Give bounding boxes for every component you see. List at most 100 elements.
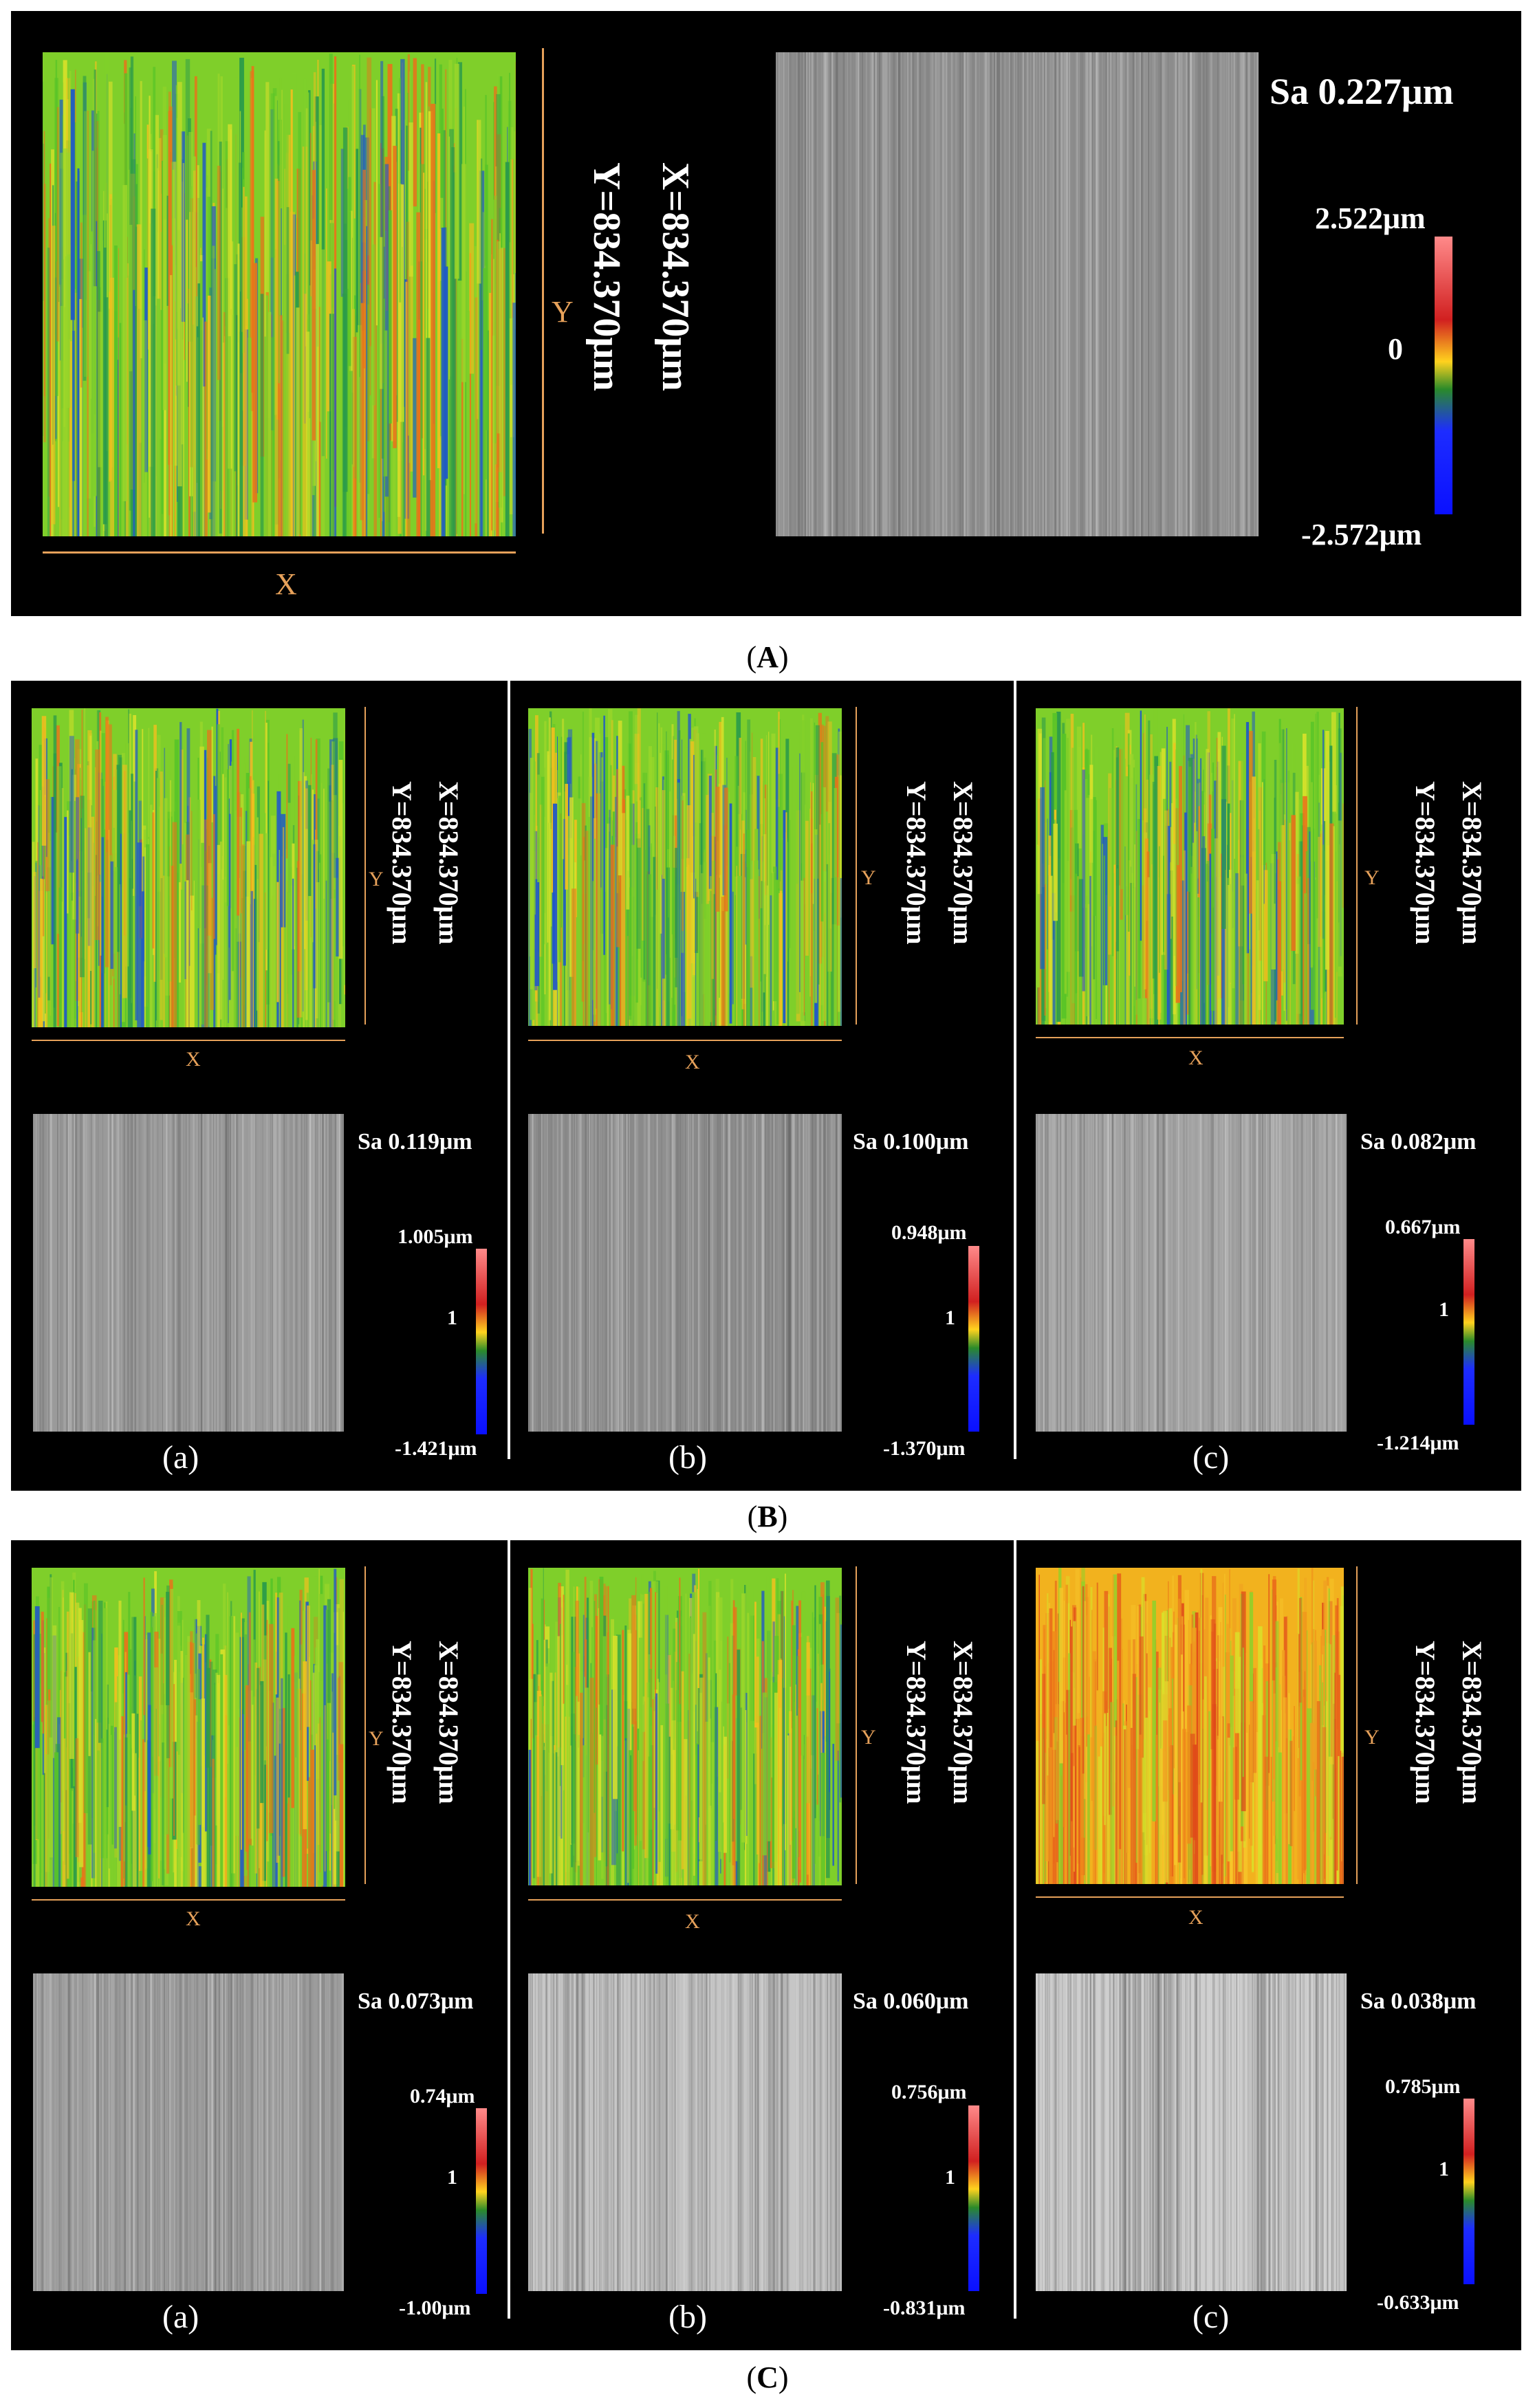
panel-b-a-surface-image xyxy=(33,1114,344,1432)
panel-b-b-color-scale-bar xyxy=(968,1246,979,1432)
panel-b-a-y-label: Y xyxy=(369,868,384,890)
panel-c-b-dimension-y: Y=834.370μm xyxy=(901,1641,932,1804)
panel-b-c-color-scale-bar xyxy=(1463,1239,1474,1425)
panel-b-caption: (B) xyxy=(747,1500,788,1533)
panel-c-a-height-map xyxy=(32,1568,345,1887)
panel-b-c-surface-image xyxy=(1036,1114,1347,1432)
panel-c-c-dimension-y: Y=834.370μm xyxy=(1410,1641,1441,1804)
panel-a-y-label: Y xyxy=(552,295,574,329)
panel-b-c-y-label: Y xyxy=(1364,866,1380,889)
panel-a-scale-min: -2.572μm xyxy=(1301,518,1422,551)
panel-c-b-x-dimension-line xyxy=(528,1899,842,1901)
panel-b-c-x-dimension-line xyxy=(1036,1037,1344,1038)
panel-c-c-y-dimension-line xyxy=(1356,1566,1358,1884)
panel-b-c-y-dimension-line xyxy=(1356,707,1358,1025)
panel-b-c-scale-max: 0.667μm xyxy=(1385,1216,1461,1238)
panel-b-a-y-dimension-line xyxy=(364,707,366,1025)
panel-c-c-x-label: X xyxy=(1188,1906,1204,1929)
panel-b-c-label: (c) xyxy=(1193,1439,1230,1476)
panel-c-c-surface-image xyxy=(1036,1973,1347,2291)
panel-b-c-height-map xyxy=(1036,708,1344,1025)
panel-b-c-dimension-y: Y=834.370μm xyxy=(1410,781,1441,945)
panel-c-a-x-label: X xyxy=(186,1907,201,1930)
panel-b-b-scale-max: 0.948μm xyxy=(891,1221,967,1244)
panel-c-b-height-map xyxy=(528,1568,842,1885)
panel-c-c-scale-mid: 1 xyxy=(1439,2158,1449,2180)
panel-b-b-sa-value: Sa 0.100μm xyxy=(853,1129,969,1154)
panel-c-a-label: (a) xyxy=(162,2299,199,2335)
panel-c-c-x-dimension-line xyxy=(1036,1896,1344,1898)
panel-b-a-dimension-y: Y=834.370μm xyxy=(387,781,417,945)
panel-a-height-map xyxy=(43,52,516,536)
panel-c-a-x-dimension-line xyxy=(32,1899,345,1901)
panel-b-b-x-dimension-line xyxy=(528,1040,842,1041)
panel-c-c-scale-min: -0.633μm xyxy=(1377,2291,1459,2314)
panel-c-c-scale-max: 0.785μm xyxy=(1385,2075,1461,2098)
panel-b-b-label: (b) xyxy=(668,1439,707,1476)
panel-c-c-sa-value: Sa 0.038μm xyxy=(1360,1989,1477,2014)
panel-b-a-x-dimension-line xyxy=(32,1040,345,1041)
panel-b-a-sa-value: Sa 0.119μm xyxy=(358,1129,472,1154)
panel-a-sa-value: Sa 0.227μm xyxy=(1270,71,1454,112)
panel-b-b-surface-image xyxy=(528,1114,842,1432)
panel-a-surface-image xyxy=(776,52,1259,536)
panel-c-b-scale-min: -0.831μm xyxy=(883,2297,966,2319)
panel-a-dimension-y: Y=834.370μm xyxy=(585,162,628,391)
panel-c-separator-2 xyxy=(1014,1540,1016,2319)
panel-b-a-color-scale-bar xyxy=(476,1249,487,1434)
panel-c-b-surface-image xyxy=(528,1973,842,2291)
panel-b-c-sa-value: Sa 0.082μm xyxy=(1360,1129,1477,1154)
panel-c-a-color-scale-bar xyxy=(476,2108,487,2294)
panel-a-caption: (A) xyxy=(746,640,789,674)
panel-b-a-dimension-x: X=834.370μm xyxy=(433,781,464,945)
panel-c-b-y-label: Y xyxy=(861,1726,876,1749)
panel-b-c-dimension-x: X=834.370μm xyxy=(1457,781,1488,945)
panel-c-b-dimension-x: X=834.370μm xyxy=(948,1641,979,1804)
panel-c-b-scale-max: 0.756μm xyxy=(891,2081,967,2103)
panel-b-a-scale-max: 1.005μm xyxy=(398,1225,473,1248)
panel-c-a-dimension-y: Y=834.370μm xyxy=(387,1641,417,1804)
panel-c-a-scale-mid: 1 xyxy=(447,2166,457,2189)
panel-c-a-scale-min: -1.00μm xyxy=(399,2297,471,2319)
panel-c-caption: (C) xyxy=(746,2361,789,2394)
panel-b-separator-1 xyxy=(508,681,510,1459)
panel-b-a-label: (a) xyxy=(162,1439,199,1476)
panel-c-b-x-label: X xyxy=(685,1910,700,1933)
panel-a-color-scale-bar xyxy=(1435,237,1452,514)
panel-a-scale-max: 2.522μm xyxy=(1315,201,1426,235)
panel-b-b-scale-min: -1.370μm xyxy=(883,1437,966,1460)
panel-c-b-label: (b) xyxy=(668,2299,707,2335)
panel-c-c-y-label: Y xyxy=(1364,1726,1380,1749)
panel-a-scale-mid: 0 xyxy=(1388,332,1403,366)
panel-a-dimension-x: X=834.370μm xyxy=(654,162,697,391)
panel-b-a-height-map xyxy=(32,708,345,1027)
panel-b-a-scale-mid: 1 xyxy=(447,1306,457,1329)
panel-c-a-sa-value: Sa 0.073μm xyxy=(358,1989,474,2014)
panel-b-separator-2 xyxy=(1014,681,1016,1459)
panel-c-b-color-scale-bar xyxy=(968,2105,979,2291)
panel-c-a-surface-image xyxy=(33,1973,344,2291)
panel-a-y-dimension-line xyxy=(542,48,544,534)
panel-c-c-dimension-x: X=834.370μm xyxy=(1457,1641,1488,1804)
panel-c-a-y-label: Y xyxy=(369,1727,384,1750)
panel-a-x-dimension-line xyxy=(43,551,516,554)
panel-b-c-scale-mid: 1 xyxy=(1439,1298,1449,1321)
panel-c-b-sa-value: Sa 0.060μm xyxy=(853,1989,969,2014)
panel-c-separator-1 xyxy=(508,1540,510,2319)
panel-b-b-y-dimension-line xyxy=(856,707,857,1025)
panel-c-a-y-dimension-line xyxy=(364,1566,366,1884)
panel-b-b-scale-mid: 1 xyxy=(945,1306,955,1329)
panel-a-x-label: X xyxy=(275,567,297,601)
panel-b-a-x-label: X xyxy=(186,1048,201,1071)
panel-c-c-label: (c) xyxy=(1193,2299,1230,2335)
panel-b-b-height-map xyxy=(528,708,842,1026)
panel-b-b-y-label: Y xyxy=(861,866,876,889)
panel-b-b-x-label: X xyxy=(685,1051,700,1073)
panel-c-b-y-dimension-line xyxy=(856,1566,857,1884)
panel-c-b-scale-mid: 1 xyxy=(945,2166,955,2189)
panel-c-c-height-map xyxy=(1036,1568,1344,1884)
panel-b-c-x-label: X xyxy=(1188,1047,1204,1069)
panel-c-c-color-scale-bar xyxy=(1463,2099,1474,2284)
panel-b-c-scale-min: -1.214μm xyxy=(1377,1432,1459,1454)
panel-b-a-scale-min: -1.421μm xyxy=(395,1437,477,1460)
